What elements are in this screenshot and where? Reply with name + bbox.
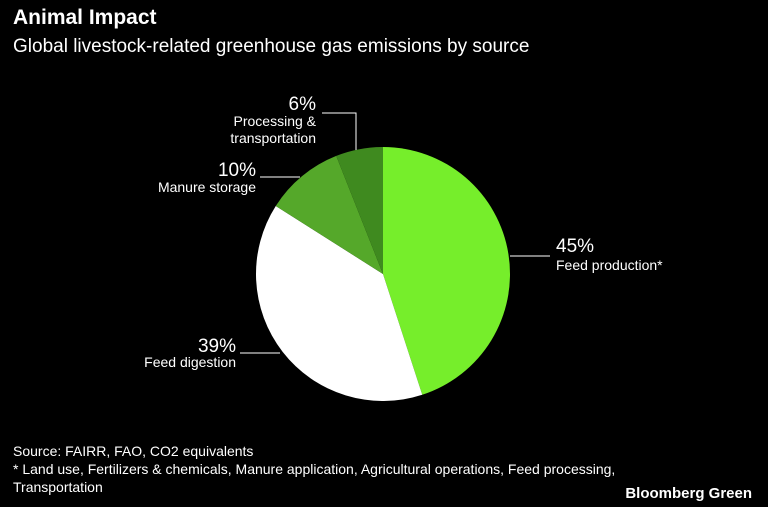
pie-slice-feed-digestion <box>256 205 423 401</box>
pie-slice-manure-storage <box>275 155 383 274</box>
chart-footer: Source: FAIRR, FAO, CO2 equivalents * La… <box>13 442 733 496</box>
data-label-pct-manure-storage: 10% <box>218 160 256 181</box>
data-label-pct-feed-production: 45% <box>556 236 594 257</box>
data-label-name-feed-digestion: Feed digestion <box>144 354 236 370</box>
chart-subtitle: Global livestock-related greenhouse gas … <box>13 36 530 57</box>
chart-title: Animal Impact <box>13 6 157 29</box>
source-note: Source: FAIRR, FAO, CO2 equivalents <box>13 443 254 459</box>
pie-slice-feed-production <box>383 147 510 395</box>
footnote-line-1: * Land use, Fertilizers & chemicals, Man… <box>13 461 616 477</box>
data-label-name-manure-storage: Manure storage <box>158 179 256 195</box>
data-label-name-processing-transportation-line-2: transportation <box>230 130 316 146</box>
footnote-line-2: Transportation <box>13 479 103 495</box>
pie-chart: 45%Feed production* 39%Feed digestion 10%M… <box>144 94 663 401</box>
data-label-name-processing-transportation-line-1: Processing & <box>234 113 317 129</box>
pie-slice-processing-transportation <box>336 147 383 274</box>
leader-line-processing-transportation <box>322 112 357 150</box>
data-label-pct-feed-digestion: 39% <box>198 336 236 357</box>
data-label-name-feed-production: Feed production* <box>556 257 663 273</box>
brand-logo: Bloomberg Green <box>625 485 752 502</box>
data-label-pct-processing-transportation: 6% <box>289 94 317 115</box>
